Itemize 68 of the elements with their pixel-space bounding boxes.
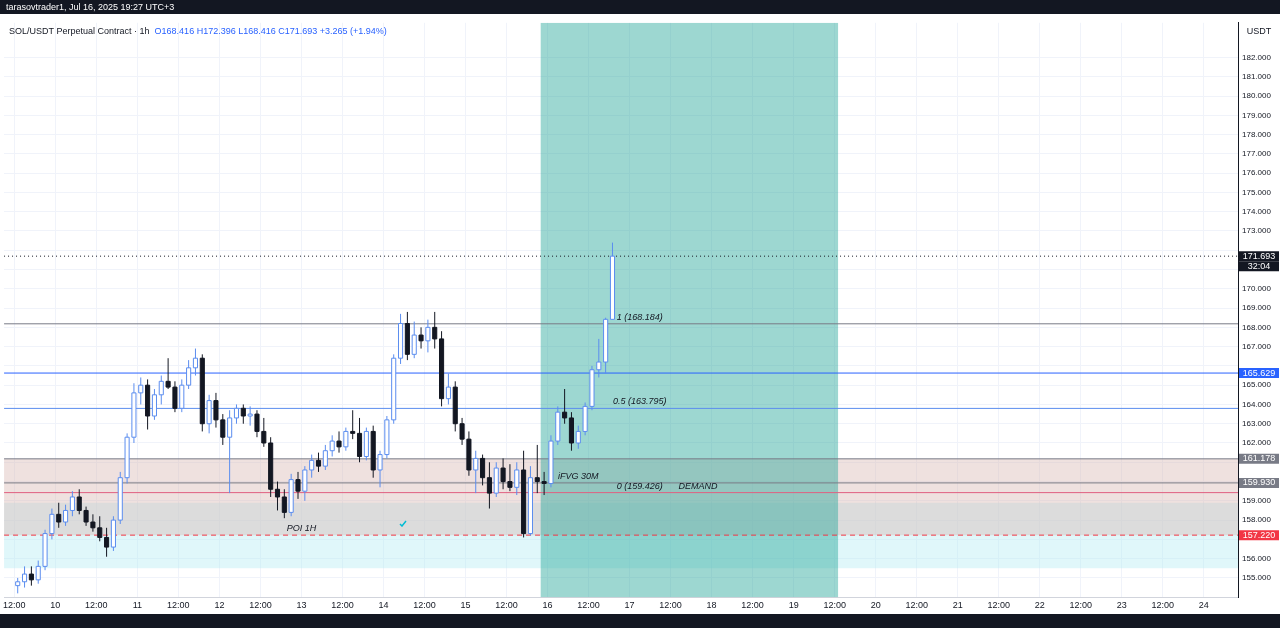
y-tick-label: 158.000 [1242, 515, 1272, 525]
ref-line-label: 157.220 [1242, 529, 1276, 540]
chart-subtitle: O168.416 H172.396 L168.416 C171.693 +3.265 (+1.94%) [154, 26, 387, 37]
x-tick-label: 22 [1034, 600, 1045, 611]
y-tick-label: 178.000 [1242, 129, 1272, 139]
ref-line-label: 161.178 [1242, 453, 1276, 464]
y-tick-label: 181.000 [1242, 71, 1272, 81]
x-tick-label: 12:00 [741, 600, 764, 611]
text: 32:04 [1247, 260, 1271, 271]
x-tick-label: 12:00 [659, 600, 682, 611]
y-tick-label: 168.000 [1242, 322, 1272, 332]
x-tick-label: 12:00 [1069, 600, 1093, 611]
x-tick-label: 12 [214, 600, 225, 611]
y-axis-title: USDT [1246, 26, 1272, 37]
x-tick-label: 15 [460, 600, 471, 611]
x-tick-label: 12:00 [1151, 600, 1175, 611]
x-tick-label: 24 [1198, 600, 1209, 611]
annotation: iFVG 30M [558, 470, 600, 481]
y-tick-label: 179.000 [1242, 110, 1272, 120]
x-tick-label: 12:00 [167, 600, 190, 611]
y-tick-label: 175.000 [1242, 187, 1272, 197]
x-tick-label: 12:00 [331, 600, 354, 611]
x-tick-label: 16 [542, 600, 553, 611]
y-tick-label: 177.000 [1242, 149, 1272, 159]
y-tick-label: 176.000 [1242, 168, 1272, 178]
x-tick-label: 12:00 [823, 600, 846, 611]
y-tick-label: 169.000 [1242, 303, 1272, 313]
annotation: 0.5 (163.795) [613, 396, 667, 407]
x-tick-label: 12:00 [905, 600, 928, 611]
x-tick-label: 12:00 [3, 600, 26, 611]
x-tick-label: 20 [870, 600, 881, 611]
y-tick-label: 164.000 [1242, 399, 1272, 409]
y-tick-label: 165.000 [1242, 380, 1272, 390]
annotation: 0 (159.426) [616, 480, 663, 491]
y-tick-label: 174.000 [1242, 206, 1272, 216]
x-tick-label: 12:00 [249, 600, 272, 611]
y-tick-label: 156.000 [1242, 553, 1272, 563]
x-tick-label: 23 [1116, 600, 1127, 611]
x-tick-label: 13 [296, 600, 307, 611]
x-tick-label: 12:00 [85, 600, 108, 611]
x-tick-label: 12:00 [987, 600, 1010, 611]
x-tick-label: 12:00 [495, 600, 518, 611]
annotation: DEMAND [678, 480, 718, 491]
annotation: 1 (168.184) [616, 311, 663, 322]
x-tick-label: 12:00 [577, 600, 600, 611]
ref-line-label: 159.930 [1242, 477, 1276, 488]
ref-line-label: 171.693 [1242, 250, 1276, 261]
x-tick-label: 10 [50, 600, 61, 611]
ref-line-label: 165.629 [1242, 367, 1276, 378]
x-tick-label: 14 [378, 600, 389, 611]
y-tick-label: 159.000 [1242, 496, 1272, 506]
chart-title: SOL/USDT Perpetual Contract · 1h [9, 26, 150, 37]
y-tick-label: 173.000 [1242, 226, 1272, 236]
annotation: POI 1H [286, 523, 317, 534]
x-tick-label: 18 [706, 600, 717, 611]
y-tick-label: 163.000 [1242, 418, 1272, 428]
x-tick-label: 21 [952, 600, 963, 611]
x-tick-label: 17 [624, 600, 635, 611]
y-tick-label: 182.000 [1242, 52, 1272, 62]
x-tick-label: 11 [132, 600, 143, 611]
text: tarasovtrader1, Jul 16, 2025 19:27 UTC+3 [5, 1, 176, 14]
x-tick-label: 19 [788, 600, 799, 611]
y-tick-label: 167.000 [1242, 341, 1272, 351]
y-tick-label: 180.000 [1242, 91, 1272, 101]
y-tick-label: 162.000 [1242, 438, 1272, 448]
y-tick-label: 155.000 [1242, 573, 1272, 583]
x-tick-label: 12:00 [413, 600, 436, 611]
y-tick-label: 170.000 [1242, 284, 1272, 293]
